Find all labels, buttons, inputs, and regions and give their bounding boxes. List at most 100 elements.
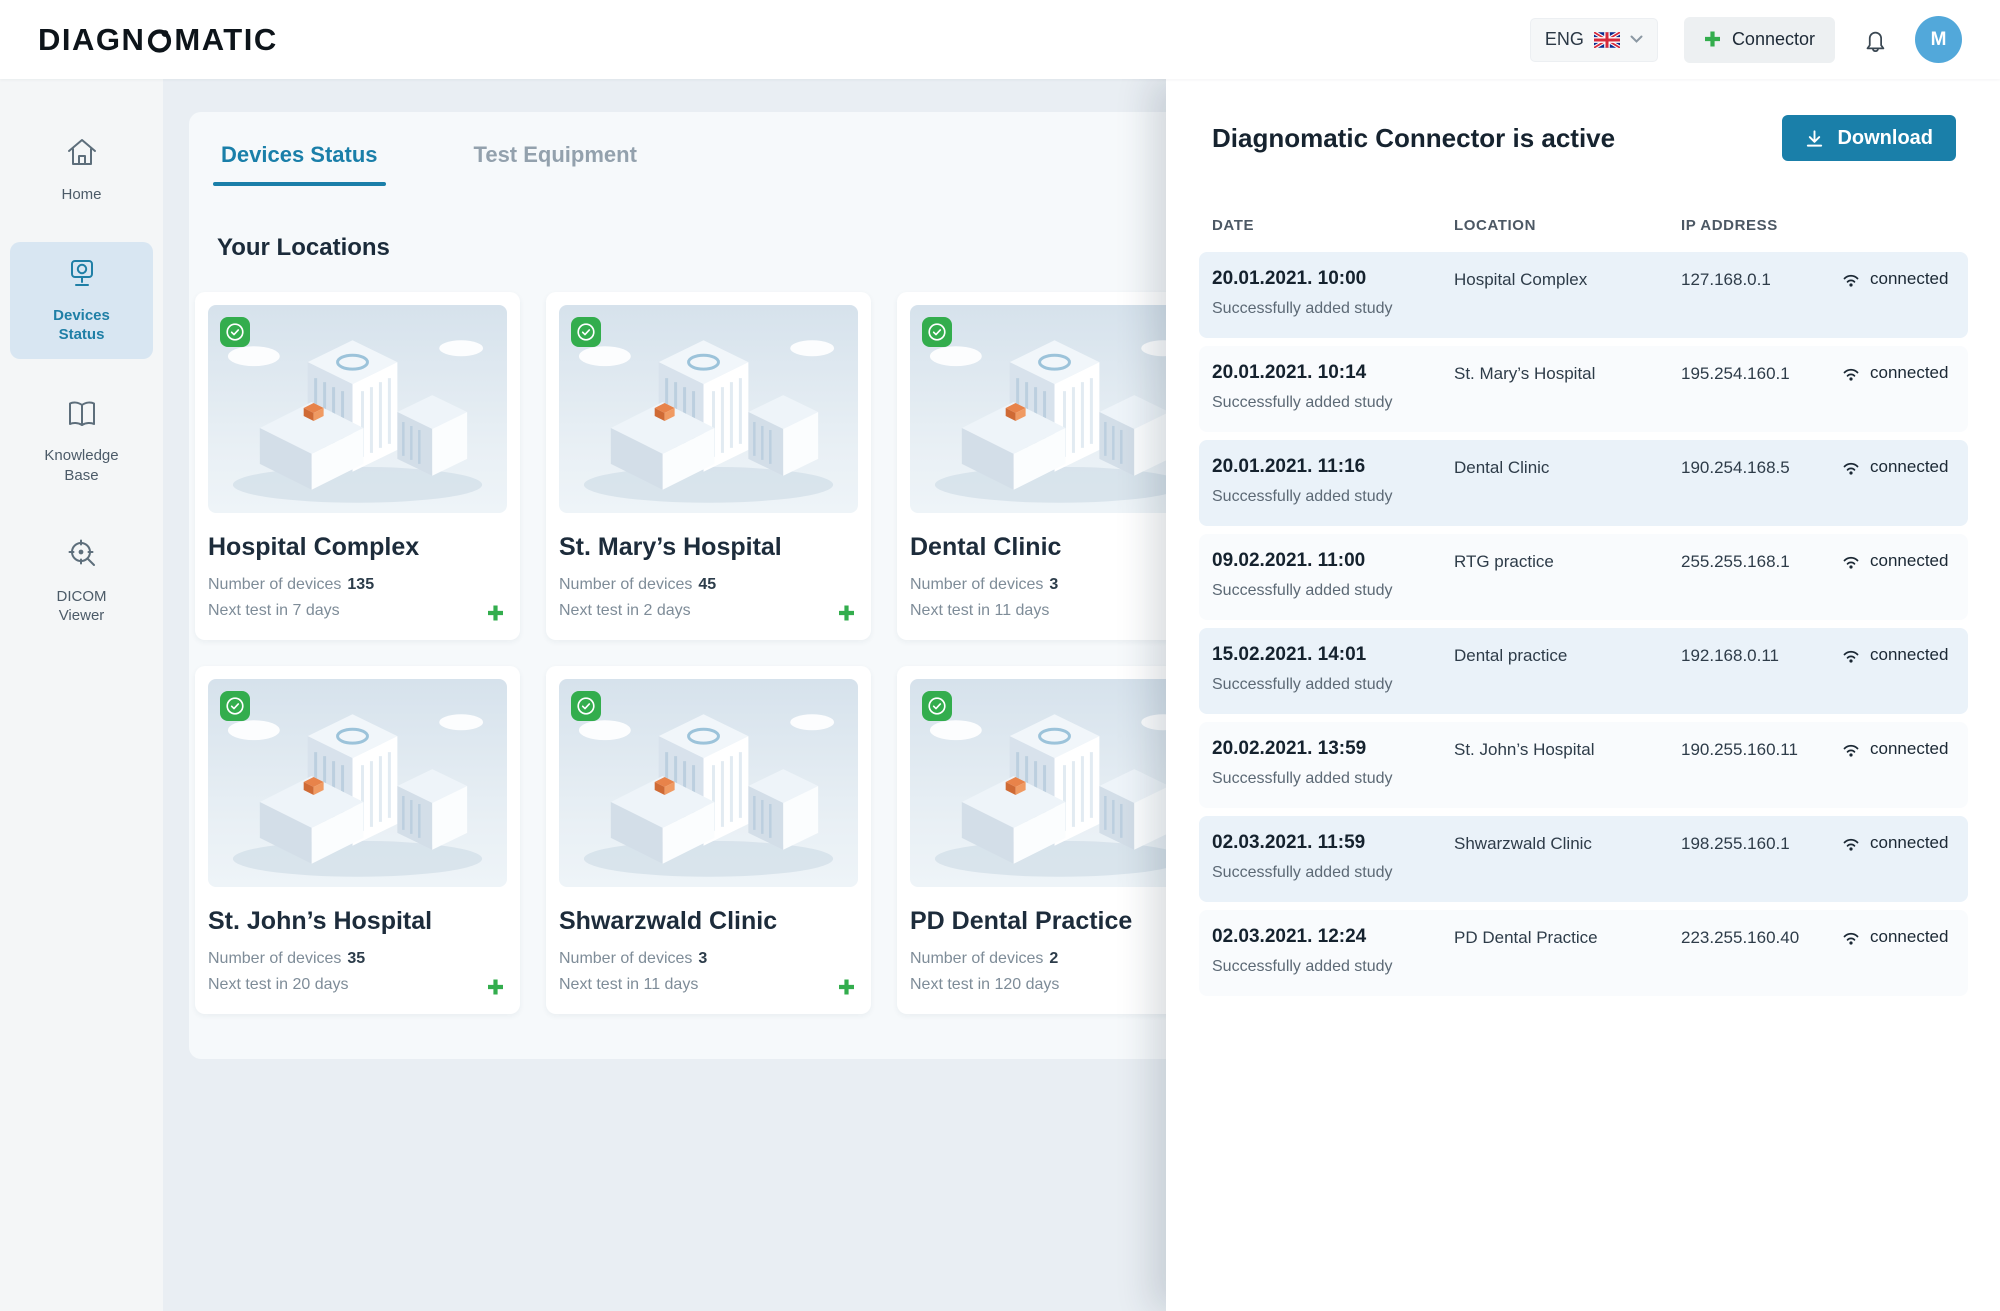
top-bar: DIAGN MATIC ENG: [0, 0, 2000, 79]
log-status-label: connected: [1870, 363, 1949, 382]
log-ip: 223.255.160.40: [1681, 928, 1800, 947]
tab-devices-status[interactable]: Devices Status: [213, 142, 386, 186]
add-device-button[interactable]: [487, 605, 504, 622]
log-sub-label: Successfully added study: [1212, 394, 1393, 411]
log-status-label: connected: [1870, 269, 1949, 288]
location-name: Dental Clinic: [910, 533, 1062, 561]
status-check-badge: [220, 317, 250, 347]
log-sub-label: Successfully added study: [1212, 300, 1393, 317]
log-date: 02.03.2021. 11:59: [1212, 832, 1366, 853]
next-test-label: Next test in 2 days: [559, 602, 691, 620]
log-sub-label: Successfully added study: [1212, 770, 1393, 787]
status-check-badge: [571, 317, 601, 347]
sidebar-item-label: DICOM Viewer: [56, 587, 107, 625]
log-ip: 192.168.0.11: [1681, 646, 1779, 665]
connector-panel: Diagnomatic Connector is active Download…: [1166, 79, 2000, 1311]
location-meta: Number of devices 2 Next test in 120 days: [910, 946, 1209, 999]
location-card-dental-clinic[interactable]: Dental Clinic Number of devices 3 Next te…: [897, 292, 1222, 640]
devices-count-value: 135: [347, 576, 375, 593]
location-card-st-johns-hospital[interactable]: St. John’s Hospital Number of devices 35 …: [195, 665, 520, 1014]
plus-icon: [1704, 31, 1721, 48]
devices-count-label: Number of devices: [910, 576, 1044, 593]
sidebar-item-label: Devices Status: [53, 306, 110, 344]
log-status: connected: [1841, 644, 1958, 714]
wifi-connected-icon: [1841, 927, 1861, 946]
add-device-button[interactable]: [487, 979, 504, 996]
log-status-label: connected: [1870, 457, 1949, 476]
log-date: 02.03.2021. 12:24: [1212, 926, 1367, 947]
location-image: [559, 305, 858, 513]
building-illustration: [208, 685, 507, 887]
connector-panel-title: Diagnomatic Connector is active: [1212, 122, 1616, 153]
logo-text-pre: DIAGN: [38, 21, 146, 57]
log-date: 20.01.2021. 11:16: [1212, 456, 1366, 477]
log-row: 15.02.2021. 14:01 Successfully added stu…: [1199, 628, 1968, 714]
devices-count-label: Number of devices: [910, 949, 1044, 967]
location-name: Hospital Complex: [208, 533, 420, 561]
main-content: Devices Status Test Equipment Your Locat…: [189, 112, 1309, 1059]
sidebar-item-knowledge-base[interactable]: Knowledge Base: [10, 383, 153, 500]
log-ip: 255.255.168.1: [1681, 552, 1790, 571]
location-card-hospital-complex[interactable]: Hospital Complex Number of devices 135 Ne…: [195, 292, 520, 640]
devices-count-label: Number of devices: [208, 576, 342, 593]
log-location: Dental practice: [1454, 646, 1568, 665]
devices-count-value: 35: [347, 949, 366, 967]
add-device-button[interactable]: [838, 979, 855, 996]
connector-panel-header: Diagnomatic Connector is active Download: [1212, 115, 1956, 161]
language-selector[interactable]: ENG: [1529, 17, 1658, 62]
log-sub-label: Successfully added study: [1212, 582, 1393, 599]
location-meta: Number of devices 3 Next test in 11 days: [910, 572, 1209, 625]
connector-button-label: Connector: [1731, 29, 1815, 49]
log-rows: 20.01.2021. 10:00 Successfully added stu…: [1199, 252, 1968, 996]
add-device-button[interactable]: [838, 605, 855, 622]
location-meta: Number of devices 45 Next test in 2 days: [559, 572, 858, 625]
location-card-shwarzwald-clinic[interactable]: Shwarzwald Clinic Number of devices 3 Nex…: [546, 665, 871, 1014]
column-header-location: LOCATION: [1454, 217, 1537, 234]
log-row: 20.01.2021. 10:00 Successfully added stu…: [1199, 252, 1968, 338]
devices-count-value: 2: [1049, 949, 1059, 967]
devices-count-value: 3: [1049, 576, 1059, 593]
log-sub-label: Successfully added study: [1212, 958, 1393, 975]
log-location: RTG practice: [1454, 552, 1554, 571]
sidebar-item-home[interactable]: Home: [10, 121, 153, 218]
log-sub-label: Successfully added study: [1212, 864, 1393, 881]
log-location: Dental Clinic: [1454, 458, 1550, 477]
wifi-connected-icon: [1841, 269, 1861, 288]
wifi-connected-icon: [1841, 363, 1861, 382]
notifications-bell-icon[interactable]: [1861, 26, 1889, 54]
location-image: [208, 305, 507, 513]
log-ip: 198.255.160.1: [1681, 834, 1790, 853]
devices-count-label: Number of devices: [559, 576, 693, 593]
log-date: 15.02.2021. 14:01: [1212, 644, 1367, 665]
log-status-label: connected: [1870, 927, 1949, 946]
viewer-crosshair-icon: [64, 537, 100, 577]
sidebar-item-devices-status[interactable]: Devices Status: [10, 242, 153, 359]
sidebar-item-label: Home: [61, 185, 102, 203]
book-icon: [64, 397, 100, 437]
sidebar: Home Devices Status Knowledge Base: [0, 79, 163, 1311]
building-illustration: [910, 311, 1209, 513]
log-ip: 190.255.160.11: [1681, 740, 1798, 759]
tab-test-equipment[interactable]: Test Equipment: [473, 142, 637, 167]
location-image: [910, 305, 1209, 513]
download-button[interactable]: Download: [1782, 115, 1956, 161]
next-test-label: Next test in 11 days: [559, 976, 699, 994]
logo-text-post: MATIC: [174, 21, 278, 57]
log-sub-label: Successfully added study: [1212, 488, 1393, 505]
log-row: 02.03.2021. 11:59 Successfully added stu…: [1199, 816, 1968, 902]
devices-count-label: Number of devices: [208, 949, 342, 967]
log-location: Shwarzwald Clinic: [1454, 834, 1592, 853]
connector-button[interactable]: Connector: [1683, 16, 1835, 63]
log-row: 09.02.2021. 11:00 Successfully added stu…: [1199, 534, 1968, 620]
logo-o-icon: [146, 27, 173, 54]
log-status: connected: [1841, 550, 1958, 620]
log-status: connected: [1841, 926, 1958, 996]
tab-bar: Devices Status Test Equipment: [213, 142, 1303, 186]
location-card-st-marys-hospital[interactable]: St. Mary’s Hospital Number of devices 45 …: [546, 292, 871, 640]
download-button-label: Download: [1837, 126, 1933, 149]
building-illustration: [910, 685, 1209, 887]
log-status-label: connected: [1870, 833, 1949, 852]
sidebar-item-dicom-viewer[interactable]: DICOM Viewer: [10, 523, 153, 640]
avatar[interactable]: M: [1915, 16, 1962, 63]
status-check-badge: [922, 690, 952, 721]
